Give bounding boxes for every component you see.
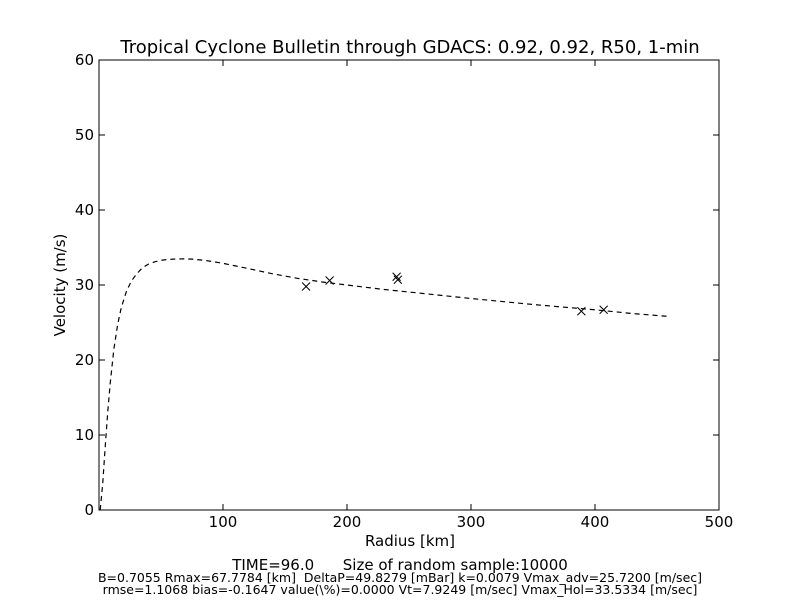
footer-parameters: B=0.7055 Rmax=67.7784 [km] DeltaP=49.827… (98, 570, 702, 585)
y-axis-label: Velocity (m/s) (51, 234, 69, 337)
x-tick-label: 500 (705, 513, 734, 531)
x-tick-label: 300 (457, 513, 486, 531)
x-axis-label: Radius [km] (365, 532, 455, 550)
observation-marker (392, 272, 401, 282)
observation-marker (301, 282, 311, 291)
y-tick-label: 60 (75, 51, 94, 69)
y-tick-label: 50 (75, 126, 94, 144)
chart-title: Tropical Cyclone Bulletin through GDACS:… (119, 37, 699, 58)
x-tick-label: 200 (333, 513, 362, 531)
plot-content (99, 258, 670, 511)
y-tick-label: 20 (75, 351, 94, 369)
holland-profile-line (99, 258, 670, 511)
plot-frame (98, 59, 720, 511)
y-tick-label: 10 (75, 426, 94, 444)
x-tick-label: 100 (209, 513, 238, 531)
y-tick-label: 0 (84, 501, 94, 519)
y-tick-label: 40 (75, 201, 94, 219)
observation-marker (599, 305, 609, 315)
y-axis: 0 10 20 30 40 50 60 (75, 51, 719, 519)
observation-marker (393, 275, 403, 285)
x-axis: 100 200 300 400 500 (209, 60, 734, 531)
x-tick-label: 400 (581, 513, 610, 531)
footer-statistics: rmse=1.1068 bias=-0.1647 value(\%)=0.000… (103, 582, 698, 597)
footer-time-sample: TIME=96.0 Size of random sample:10000 (231, 556, 568, 574)
y-tick-label: 30 (75, 276, 94, 294)
observation-marker (325, 276, 334, 285)
observation-marker (577, 306, 586, 316)
